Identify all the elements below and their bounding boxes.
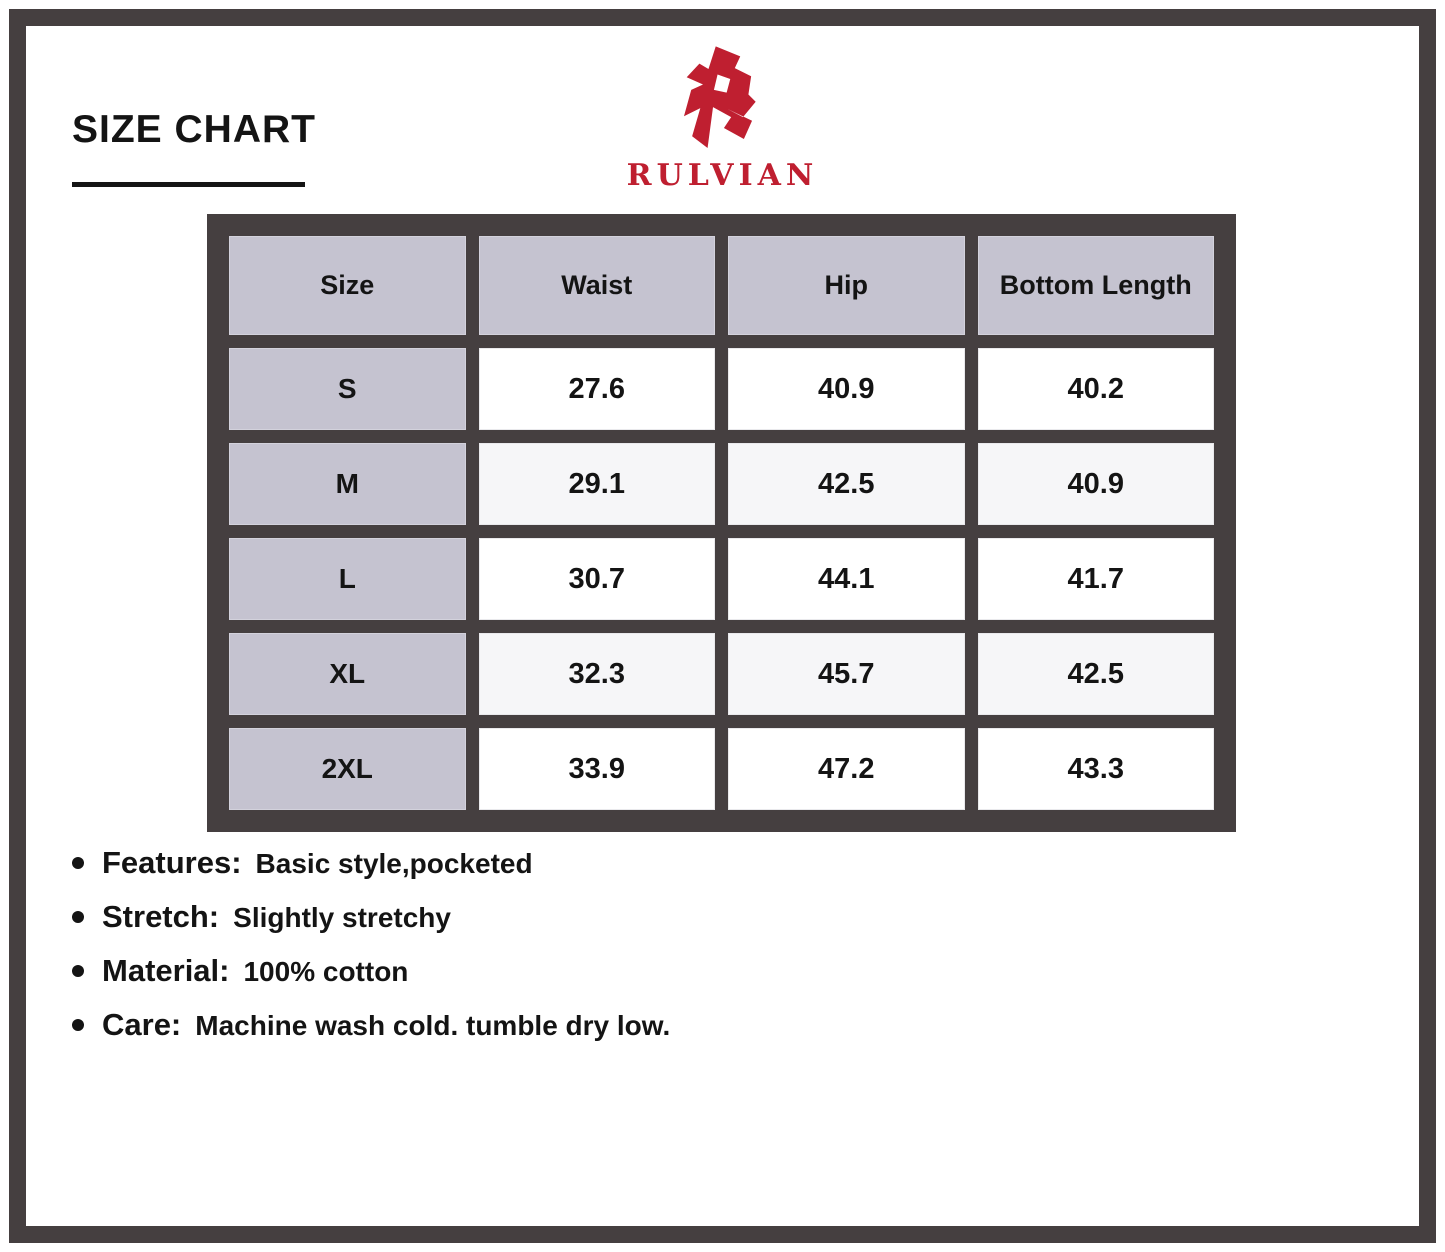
waist-cell: 33.9 xyxy=(478,728,715,810)
column-header-hip: Hip xyxy=(728,236,965,335)
note-label: Care: xyxy=(102,1007,182,1042)
note-label: Features: xyxy=(102,845,242,880)
bottom-length-cell: 42.5 xyxy=(977,633,1214,715)
size-cell: S xyxy=(229,348,466,430)
waist-cell: 29.1 xyxy=(478,443,715,525)
size-cell: L xyxy=(229,538,466,620)
bottom-length-cell: 40.9 xyxy=(977,443,1214,525)
note-value: Basic style,pocketed xyxy=(255,848,533,879)
column-header-size: Size xyxy=(229,236,466,335)
brand-logo: RULVIAN xyxy=(593,40,853,193)
hip-cell: 40.9 xyxy=(728,348,965,430)
size-chart-table: Size Waist Hip Bottom Length S 27.6 40.9… xyxy=(207,214,1236,832)
waist-cell: 32.3 xyxy=(478,633,715,715)
bottom-length-cell: 43.3 xyxy=(977,728,1214,810)
size-cell: M xyxy=(229,443,466,525)
waist-cell: 27.6 xyxy=(478,348,715,430)
table-row-2xl: 2XL 33.9 47.2 43.3 xyxy=(229,728,1214,810)
page-content: SIZE CHART RULVIAN Size Waist Hip Bottom… xyxy=(26,26,1419,1226)
column-header-waist: Waist xyxy=(478,236,715,335)
note-material: Material: 100% cotton xyxy=(72,954,670,994)
table-row-s: S 27.6 40.9 40.2 xyxy=(229,348,1214,430)
hip-cell: 44.1 xyxy=(728,538,965,620)
note-value: Slightly stretchy xyxy=(233,902,451,933)
note-features: Features: Basic style,pocketed xyxy=(72,846,670,886)
page-title: SIZE CHART xyxy=(72,108,316,151)
hip-cell: 42.5 xyxy=(728,443,965,525)
table-row-l: L 30.7 44.1 41.7 xyxy=(229,538,1214,620)
table-row-xl: XL 32.3 45.7 42.5 xyxy=(229,633,1214,715)
note-label: Stretch: xyxy=(102,899,220,934)
brand-name: RULVIAN xyxy=(626,158,819,193)
note-stretch: Stretch: Slightly stretchy xyxy=(72,900,670,940)
title-underline xyxy=(72,182,305,187)
waist-cell: 30.7 xyxy=(478,538,715,620)
hip-cell: 47.2 xyxy=(728,728,965,810)
note-label: Material: xyxy=(102,953,230,988)
stylized-angular-r-icon xyxy=(683,46,756,149)
product-notes-list: Features: Basic style,pocketed Stretch: Sl… xyxy=(72,846,670,1062)
table-row-m: M 29.1 42.5 40.9 xyxy=(229,443,1214,525)
note-value: Machine wash cold. tumble dry low. xyxy=(195,1010,671,1041)
size-cell: XL xyxy=(229,633,466,715)
note-value: 100% cotton xyxy=(243,956,409,987)
bottom-length-cell: 41.7 xyxy=(977,538,1214,620)
table-header-row: Size Waist Hip Bottom Length xyxy=(229,236,1214,335)
bottom-length-cell: 40.2 xyxy=(977,348,1214,430)
note-care: Care: Machine wash cold. tumble dry low. xyxy=(72,1008,670,1048)
column-header-bottom-length: Bottom Length xyxy=(977,236,1214,335)
page-frame: SIZE CHART RULVIAN Size Waist Hip Bottom… xyxy=(9,9,1436,1243)
size-cell: 2XL xyxy=(229,728,466,810)
hip-cell: 45.7 xyxy=(728,633,965,715)
